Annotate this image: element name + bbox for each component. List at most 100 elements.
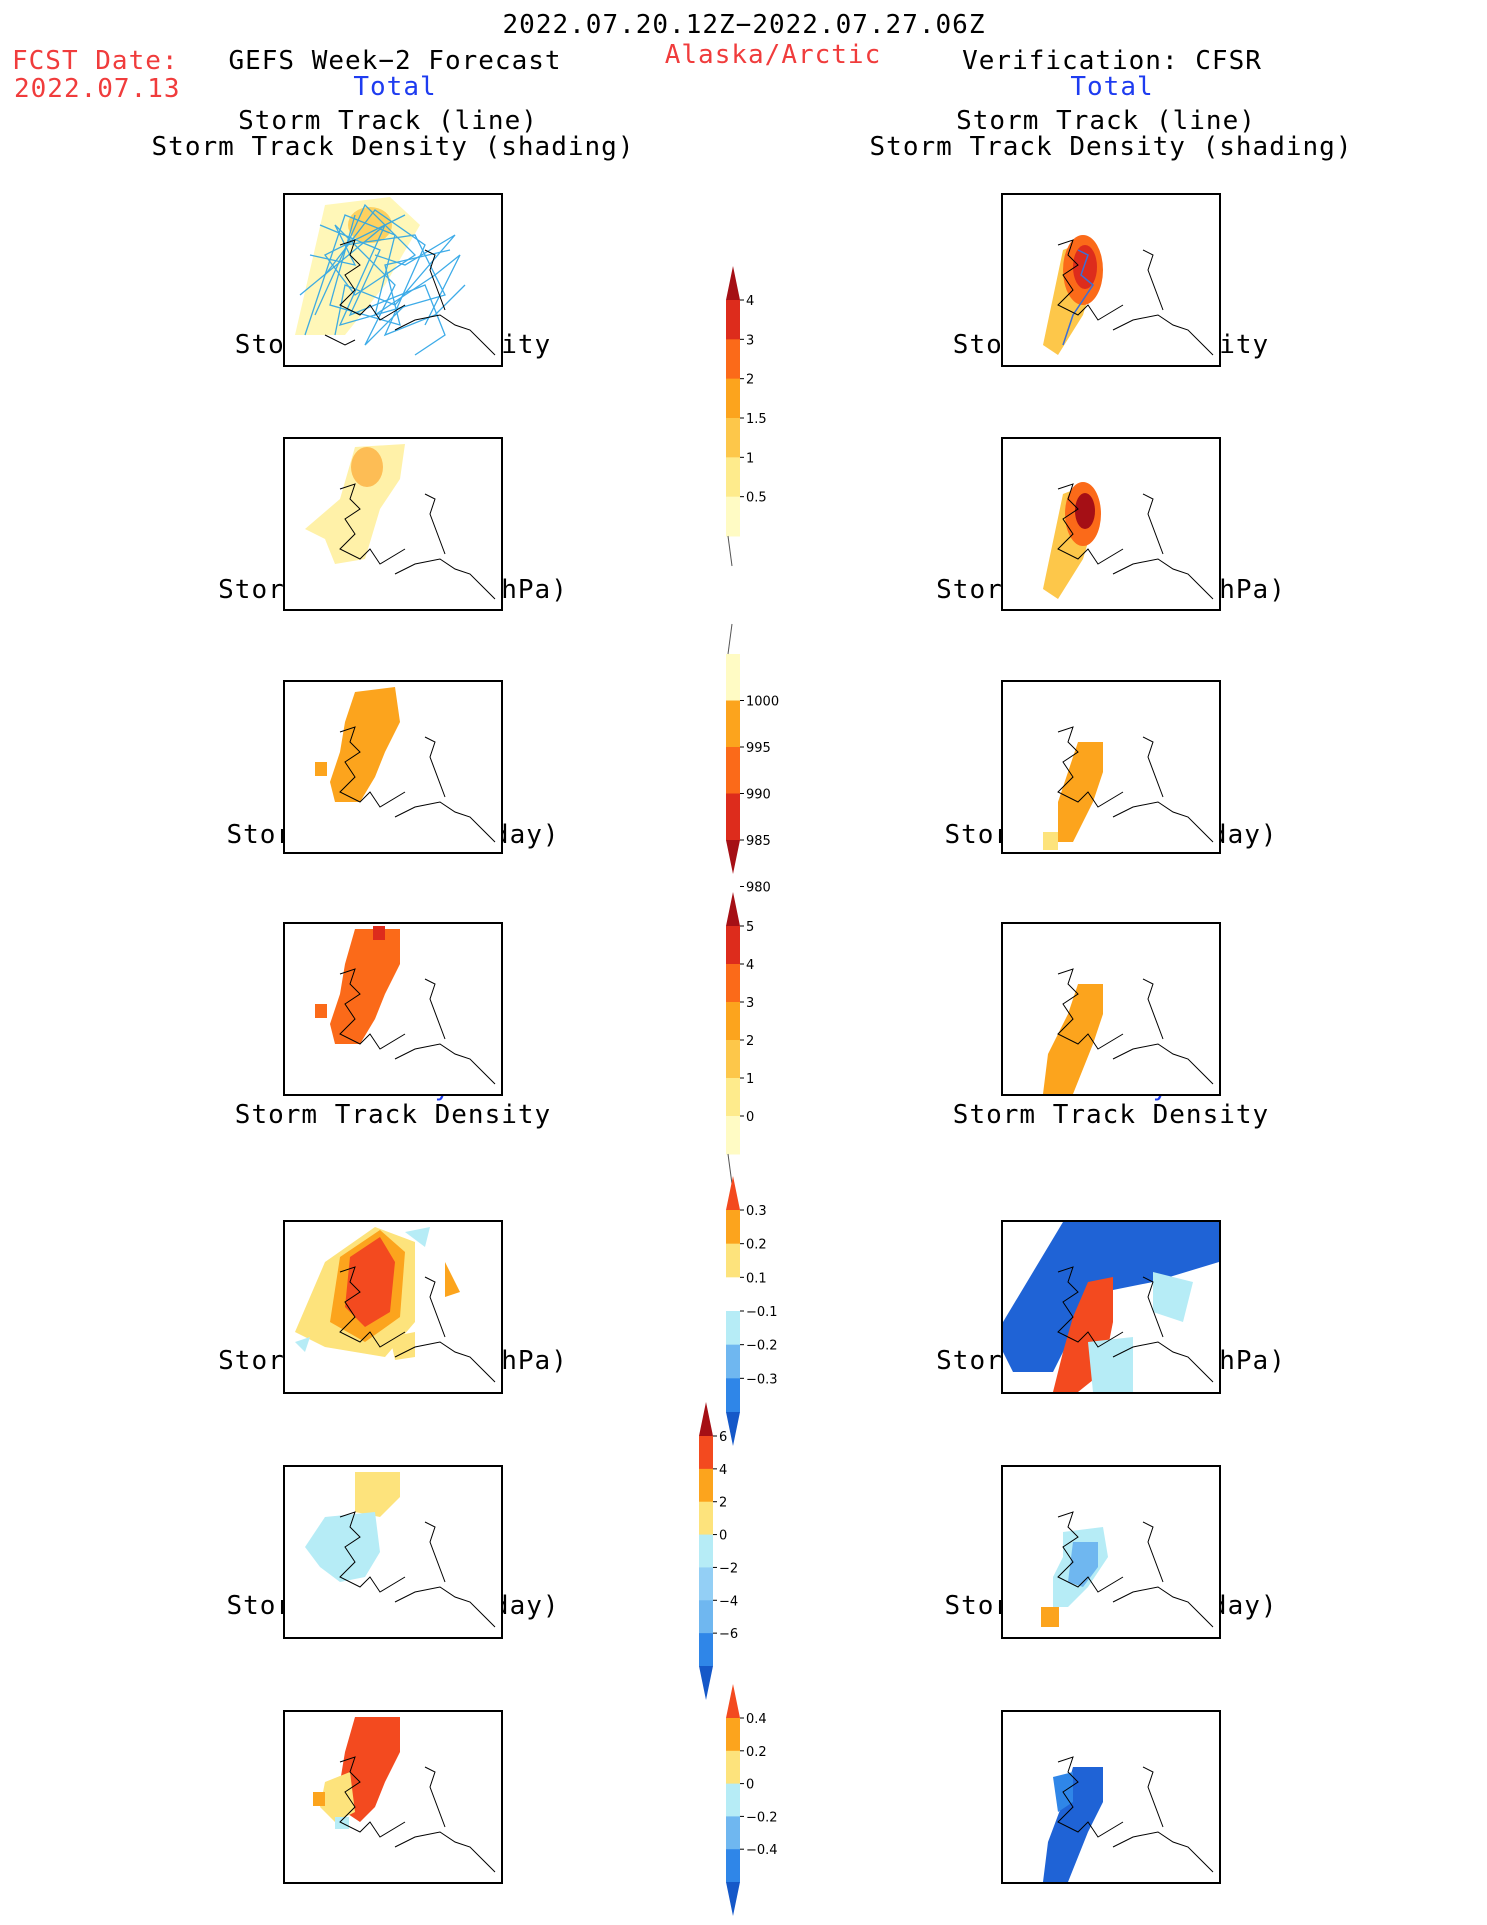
colorbar-label: −4 [719, 1594, 738, 1609]
colorbar-arrow-top [699, 1402, 713, 1436]
colorbar-arrow-bottom [726, 1412, 740, 1446]
colorbar-box [726, 1750, 740, 1785]
colorbar-duration: 5 4 3 2 1 0 [722, 888, 802, 1185]
colorbar-arrow-top [726, 1684, 740, 1718]
colorbar-box [726, 747, 740, 794]
colorbar-label: 1 [746, 1072, 754, 1087]
map-cfsr-anom-duration [1001, 1710, 1221, 1884]
map-cfsr-duration [1001, 922, 1221, 1096]
colorbar-label: −2 [719, 1561, 738, 1576]
colorbar-box [726, 793, 740, 841]
colorbar-box [726, 496, 740, 537]
colorbar-anom-density: 0.3 0.2 0.1 −0.1 −0.2 −0.3 [722, 1172, 802, 1454]
colorbar-box [726, 378, 740, 419]
colorbar-label: 4 [719, 1463, 727, 1478]
fcst-date: 2022.07.13 [14, 74, 181, 104]
colorbar-box [699, 1501, 713, 1536]
map-fcst-density [283, 437, 503, 611]
region-title: Alaska/Arctic [664, 40, 882, 70]
right-track-line-title: Storm Track (line) [956, 106, 1256, 136]
colorbar-box [699, 1436, 713, 1470]
colorbar-box [726, 700, 740, 748]
colorbar-label: 0.1 [746, 1271, 767, 1286]
map-cfsr-anom-density [1001, 1220, 1221, 1394]
colorbar-box [726, 1210, 740, 1245]
colorbar-box [726, 1783, 740, 1817]
colorbar-box [726, 1243, 740, 1278]
colorbar-arrow-top [726, 266, 740, 300]
map-fcst-track [283, 193, 503, 367]
colorbar-label: −0.2 [746, 1339, 778, 1354]
colorbar-box [726, 1344, 740, 1379]
colorbar-label: 0.2 [746, 1745, 767, 1760]
colorbar-label: 990 [746, 788, 771, 803]
colorbar-anom-intensity: 6 4 2 0 −2 −4 −6 [695, 1398, 775, 1708]
colorbar-label: 0 [719, 1529, 727, 1544]
colorbar-box [726, 1078, 740, 1117]
colorbar-box [726, 654, 740, 701]
colorbar-label: 1 [746, 451, 754, 466]
colorbar-box [699, 1600, 713, 1634]
right-track-shading-title: Storm Track Density (shading) [869, 132, 1353, 162]
colorbar-label: −0.4 [746, 1843, 778, 1858]
colorbar-box [726, 1378, 740, 1413]
colorbar-label: 2 [719, 1496, 727, 1511]
colorbar-arrow-bottom [726, 840, 740, 874]
colorbar-label: 995 [746, 741, 771, 756]
colorbar-label: 985 [746, 834, 771, 849]
colorbar-label: 2 [746, 1034, 754, 1049]
colorbar-box [726, 964, 740, 1003]
colorbar-box [726, 1718, 740, 1752]
colorbar-label: 980 [746, 881, 771, 896]
colorbar-label: −0.2 [746, 1810, 778, 1825]
map-cfsr-track [1001, 193, 1221, 367]
map-fcst-anom-intensity [283, 1465, 503, 1639]
colorbar-label: 0 [746, 1778, 754, 1793]
colorbar-label: −0.1 [746, 1305, 778, 1320]
colorbar-label: 0.5 [746, 491, 767, 506]
colorbar-label: 3 [746, 996, 754, 1011]
colorbar-label: 4 [746, 294, 754, 309]
colorbar-arrow-bottom [726, 1882, 740, 1916]
colorbar-anom-duration: 0.4 0.2 0 −0.2 −0.4 [722, 1680, 802, 1924]
map-cfsr-density [1001, 437, 1221, 611]
colorbar-box [699, 1468, 713, 1503]
colorbar-box [726, 1816, 740, 1850]
colorbar-label: 0 [746, 1110, 754, 1125]
colorbar-box [726, 300, 740, 340]
map-fcst-duration [283, 922, 503, 1096]
colorbar-label: 6 [719, 1430, 727, 1445]
colorbar-arrow-bottom [699, 1666, 713, 1700]
colorbar-label: 1.5 [746, 412, 767, 427]
left-track-line-title: Storm Track (line) [238, 106, 538, 136]
colorbar-box [726, 457, 740, 498]
colorbar-box [699, 1633, 713, 1667]
right-total-label: Total [1070, 72, 1154, 102]
colorbar-box [726, 1277, 740, 1312]
map-fcst-anom-density [283, 1220, 503, 1394]
colorbar-label: 0.3 [746, 1204, 767, 1219]
colorbar-box [699, 1534, 713, 1568]
left-column-title: GEFS Week−2 Forecast [228, 46, 562, 76]
colorbar-arrow-top [726, 892, 740, 926]
right-anom-density-title: Storm Track Density [952, 1100, 1270, 1130]
left-anom-density-title: Storm Track Density [234, 1100, 552, 1130]
colorbar-label: −6 [719, 1627, 738, 1642]
colorbar-arrow-top [726, 1176, 740, 1210]
colorbar-box [726, 1040, 740, 1079]
colorbar-label: 4 [746, 958, 754, 973]
colorbar-label: 5 [746, 920, 754, 935]
colorbar-box [726, 1849, 740, 1883]
colorbar-label: 0.2 [746, 1238, 767, 1253]
colorbar-box [726, 926, 740, 965]
map-fcst-intensity [283, 680, 503, 854]
colorbar-box [726, 1311, 740, 1346]
period-title: 2022.07.20.12Z−2022.07.27.06Z [502, 10, 986, 40]
colorbar-box [726, 418, 740, 458]
colorbar-box [726, 1002, 740, 1041]
map-cfsr-anom-intensity [1001, 1465, 1221, 1639]
colorbar-intensity: 1000 995 990 985 980 [722, 623, 802, 896]
colorbar-box [699, 1567, 713, 1601]
left-total-label: Total [353, 72, 437, 102]
colorbar-label: −0.3 [746, 1372, 778, 1387]
